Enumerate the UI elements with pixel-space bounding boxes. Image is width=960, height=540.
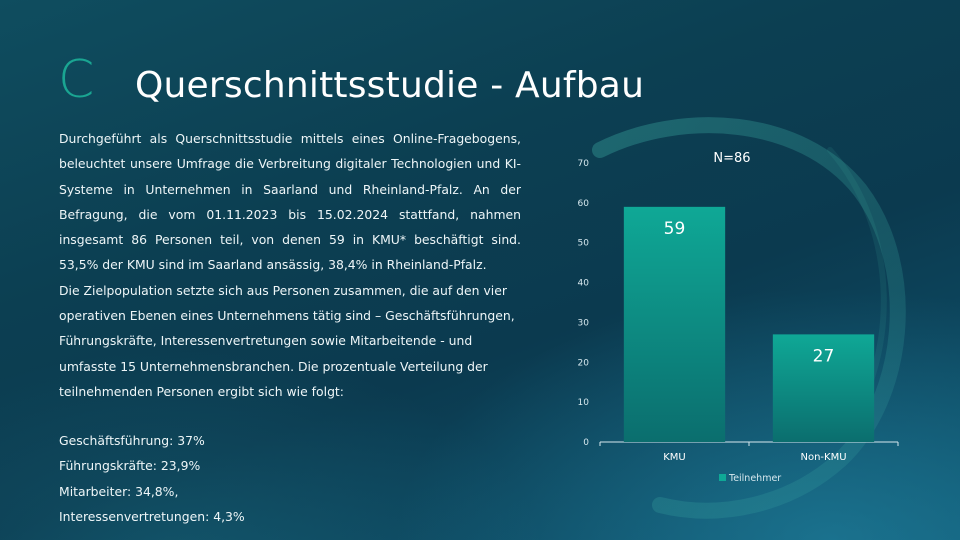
y-tick-label: 60: [578, 199, 590, 209]
bar-value-label: 59: [664, 219, 686, 239]
y-tick-label: 0: [583, 438, 589, 448]
distribution-list: Geschäftsführung: 37% Führungskräfte: 23…: [59, 428, 459, 529]
stat-interessenvertretungen: Interessenvertretungen: 4,3%: [59, 508, 245, 524]
population-paragraph: Die Zielpopulation setzte sich aus Perso…: [59, 282, 515, 399]
intro-paragraph: Durchgeführt als Querschnittsstudie mitt…: [59, 131, 521, 273]
participants-bar-chart: 0 10 20 30 40 50 60 70 59 KMU 27 Non-KMU N=86 Teilneh…: [555, 140, 915, 490]
body-text: Durchgeführt als Querschnittsstudie mitt…: [59, 126, 521, 404]
bar-kmu: [623, 206, 726, 442]
y-tick-label: 30: [578, 318, 590, 328]
x-tick-label: Non-KMU: [800, 452, 846, 463]
y-tick-label: 20: [578, 358, 590, 368]
stat-geschaeftsfuehrung: Geschäftsführung: 37%: [59, 433, 205, 448]
legend-swatch: [719, 474, 726, 481]
x-tick-label: KMU: [663, 452, 686, 463]
stat-fuehrungskraefte: Führungskräfte: 23,9%: [59, 458, 201, 474]
y-tick-label: 10: [578, 398, 590, 408]
stat-mitarbeiter: Mitarbeiter: 34,8%,: [59, 483, 179, 499]
y-tick-label: 50: [578, 239, 590, 249]
bar-value-label: 27: [813, 346, 835, 366]
chart-svg: 0 10 20 30 40 50 60 70 59 KMU 27 Non-KMU N=86 Teilneh…: [578, 151, 899, 484]
bar-non-kmu: [772, 334, 875, 442]
y-tick-label: 40: [578, 279, 590, 289]
y-tick-label: 70: [578, 159, 590, 169]
slide-title: Querschnittsstudie - Aufbau: [135, 65, 645, 106]
legend-label: Teilnehmer: [728, 473, 781, 484]
sample-size-label: N=86: [713, 151, 750, 166]
title-letter: C: [58, 50, 95, 110]
